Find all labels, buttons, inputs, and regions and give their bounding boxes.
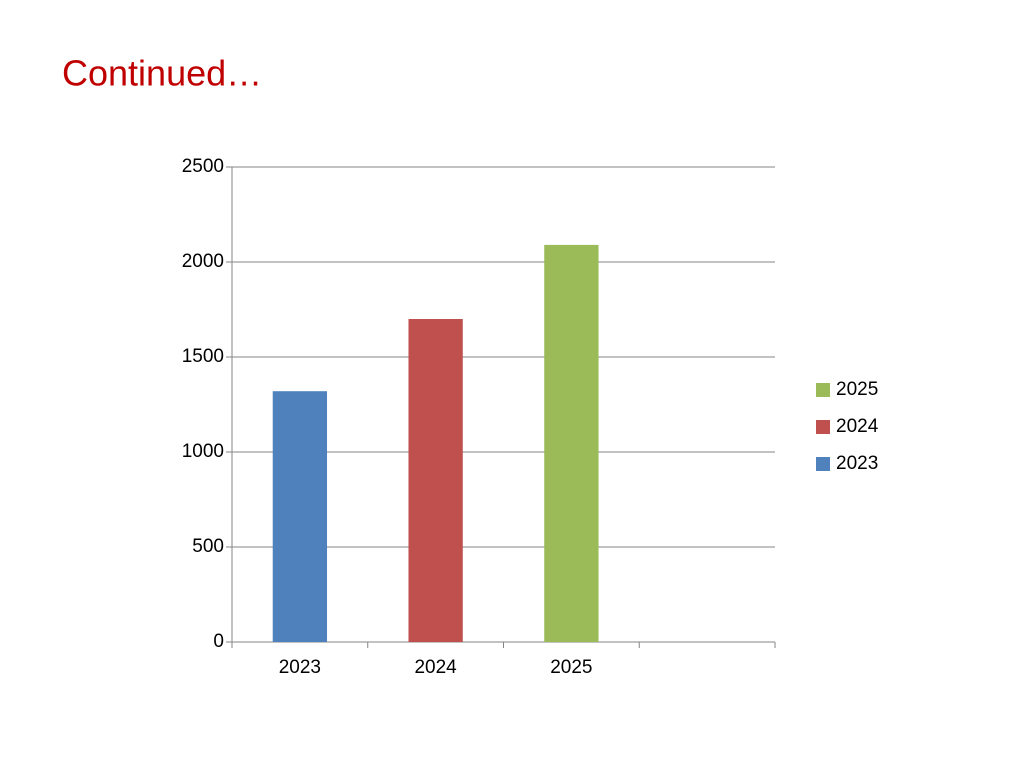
legend-swatch bbox=[816, 457, 830, 471]
x-tick-label: 2024 bbox=[414, 657, 457, 678]
legend-label: 2024 bbox=[836, 416, 879, 437]
slide-title: Continued… bbox=[62, 53, 262, 94]
x-tick-label: 2025 bbox=[550, 657, 592, 678]
x-tick-label: 2023 bbox=[279, 657, 321, 678]
y-tick-label: 0 bbox=[213, 631, 224, 652]
bar bbox=[544, 244, 599, 642]
bar bbox=[272, 391, 328, 642]
y-tick-label: 500 bbox=[192, 536, 224, 557]
legend-swatch bbox=[816, 420, 830, 434]
bar bbox=[408, 319, 463, 642]
y-tick-label: 2500 bbox=[182, 156, 224, 177]
legend-label: 2025 bbox=[836, 379, 878, 400]
y-tick-label: 2000 bbox=[182, 251, 224, 272]
legend-label: 2023 bbox=[836, 453, 878, 474]
y-tick-label: 1000 bbox=[182, 441, 224, 462]
y-tick-label: 1500 bbox=[182, 346, 224, 367]
legend-swatch bbox=[816, 383, 830, 397]
